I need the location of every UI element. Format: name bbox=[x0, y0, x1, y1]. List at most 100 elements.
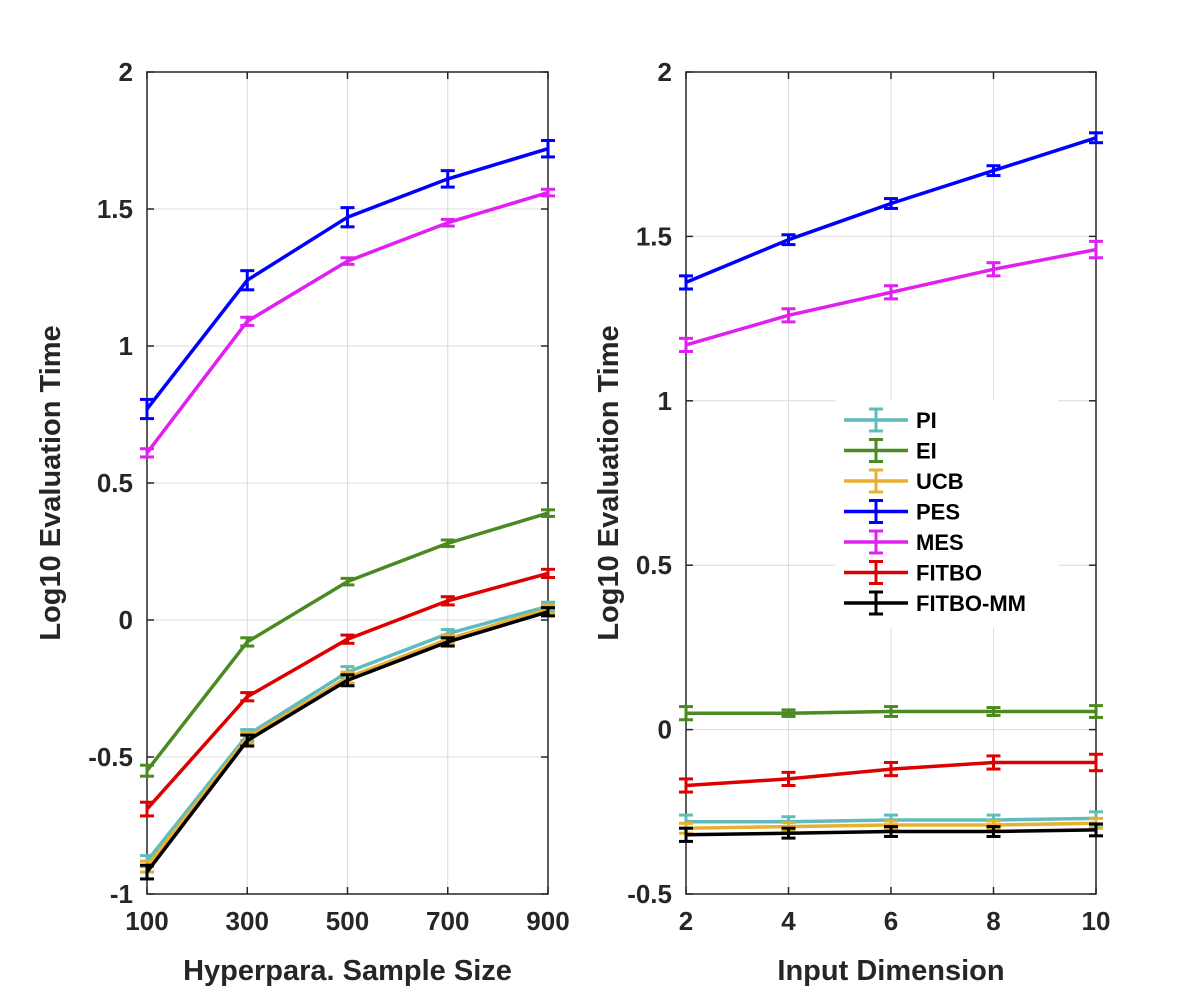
series-fitbo bbox=[679, 752, 1103, 794]
x-tick-label: 100 bbox=[125, 906, 168, 936]
error-bar bbox=[240, 636, 255, 648]
series-fitbo-mm bbox=[679, 822, 1103, 843]
y-tick-label: 1.5 bbox=[97, 194, 133, 224]
y-tick-label: 2 bbox=[658, 57, 672, 87]
error-bar bbox=[1089, 752, 1103, 773]
error-bar bbox=[1089, 131, 1103, 145]
error-bar bbox=[541, 187, 555, 198]
error-bar bbox=[1089, 822, 1103, 838]
right-plot: 2 4 6 8 10 -0.5 0 0.5 1 1.5 2 Input Dimension Log10 … bbox=[593, 57, 1110, 987]
error-bar bbox=[140, 447, 154, 459]
x-tick-label: 900 bbox=[526, 906, 569, 936]
error-bar bbox=[440, 217, 455, 228]
x-tick-label: 2 bbox=[679, 906, 693, 936]
error-bar bbox=[140, 763, 154, 778]
error-bar bbox=[884, 825, 898, 838]
series-mes bbox=[140, 187, 555, 459]
error-bar bbox=[240, 315, 255, 327]
y-tick-label: 0.5 bbox=[97, 468, 133, 498]
x-tick-label: 500 bbox=[326, 906, 369, 936]
legend-label: FITBO-MM bbox=[916, 591, 1026, 616]
x-tick-label: 300 bbox=[226, 906, 269, 936]
error-bar bbox=[679, 274, 693, 291]
left-plot: 100 300 500 700 900 -1 -0.5 0 0.5 1 1.5 2 Hyperpara.… bbox=[35, 57, 570, 987]
legend-box bbox=[836, 400, 1058, 628]
y-tick-label: 1 bbox=[658, 386, 672, 416]
x-axis-label: Input Dimension bbox=[777, 955, 1004, 987]
series-ei bbox=[140, 508, 555, 778]
legend-item-mes: MES bbox=[844, 529, 964, 555]
error-bar bbox=[340, 633, 355, 645]
y-tick-label: -0.5 bbox=[627, 879, 672, 909]
error-bar bbox=[986, 164, 1001, 178]
error-bar bbox=[240, 691, 255, 703]
error-bar bbox=[781, 770, 796, 787]
error-bar bbox=[679, 777, 693, 794]
error-bar bbox=[340, 576, 355, 587]
error-bar bbox=[340, 673, 355, 688]
error-bar bbox=[986, 825, 1001, 838]
legend-item-pi: PI bbox=[844, 407, 937, 433]
x-tick-label: 4 bbox=[781, 906, 796, 936]
error-bar bbox=[340, 256, 355, 266]
y-tick-label: -0.5 bbox=[88, 742, 133, 772]
series-fitbo bbox=[140, 567, 555, 818]
legend-item-ucb: UCB bbox=[844, 468, 964, 494]
error-bar bbox=[140, 397, 154, 421]
error-bar bbox=[679, 705, 693, 722]
error-bar bbox=[440, 636, 455, 648]
error-bar bbox=[1089, 704, 1103, 719]
y-tick-label: 0 bbox=[658, 715, 672, 745]
x-tick-label: 8 bbox=[986, 906, 1000, 936]
legend-item-pes: PES bbox=[844, 499, 960, 525]
error-bar bbox=[781, 233, 796, 247]
error-bar bbox=[140, 800, 154, 818]
x-tick-label: 700 bbox=[426, 906, 469, 936]
error-bar bbox=[884, 705, 898, 718]
legend-label: UCB bbox=[916, 469, 964, 494]
error-bar bbox=[440, 595, 455, 607]
error-bar bbox=[440, 538, 455, 549]
x-tick-label: 6 bbox=[884, 906, 898, 936]
legend-label: PI bbox=[916, 408, 937, 433]
error-bar bbox=[541, 508, 555, 518]
series-fitbo-mm bbox=[140, 606, 555, 881]
error-bar bbox=[986, 706, 1001, 717]
error-bar bbox=[781, 708, 796, 718]
error-bar bbox=[884, 760, 898, 778]
error-bar bbox=[986, 754, 1001, 771]
error-bar bbox=[240, 269, 255, 292]
error-bar bbox=[986, 261, 1001, 278]
error-bar bbox=[340, 206, 355, 229]
y-tick-label: 1 bbox=[119, 331, 133, 361]
y-tick-label: -1 bbox=[110, 879, 133, 909]
error-bar bbox=[240, 733, 255, 748]
series-pes bbox=[140, 139, 555, 421]
series-pes bbox=[679, 131, 1103, 291]
y-tick-label: 0.5 bbox=[636, 550, 672, 580]
y-tick-label: 0 bbox=[119, 605, 133, 635]
error-bar bbox=[541, 567, 555, 580]
series-mes bbox=[679, 239, 1103, 353]
error-bar bbox=[541, 606, 555, 618]
error-bar bbox=[679, 336, 693, 353]
error-bar bbox=[140, 863, 154, 881]
legend-item-fitbo: FITBO bbox=[844, 560, 982, 586]
legend-label: MES bbox=[916, 530, 964, 555]
y-tick-label: 2 bbox=[119, 57, 133, 87]
series-ei bbox=[679, 704, 1103, 722]
error-bar bbox=[541, 139, 555, 159]
y-axis-label: Log10 Evaluation Time bbox=[35, 325, 67, 640]
x-axis-label: Hyperpara. Sample Size bbox=[183, 955, 512, 987]
x-tick-label: 10 bbox=[1082, 906, 1111, 936]
legend-item-ei: EI bbox=[844, 438, 937, 464]
error-bar bbox=[884, 197, 898, 210]
legend-label: EI bbox=[916, 439, 937, 464]
error-bar bbox=[884, 284, 898, 301]
y-tick-label: 1.5 bbox=[636, 221, 672, 251]
legend: PI EI UCB PES MES FITBO FITBO-MM bbox=[836, 400, 1058, 628]
error-bar bbox=[1089, 239, 1103, 260]
legend-item-fitbo-mm: FITBO-MM bbox=[844, 590, 1026, 616]
y-axis-label: Log10 Evaluation Time bbox=[593, 325, 625, 640]
